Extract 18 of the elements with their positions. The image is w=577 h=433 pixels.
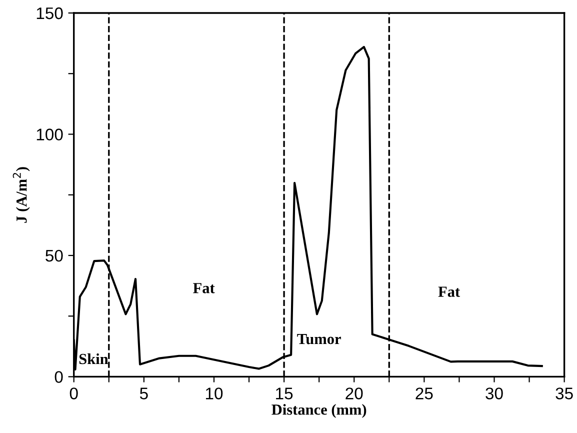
x-axis-title: Distance (mm) bbox=[272, 404, 366, 418]
x-tick-label: 25 bbox=[416, 388, 433, 400]
x-tick-label: 10 bbox=[206, 388, 223, 400]
y-tick-label: 0 bbox=[54, 371, 63, 383]
annotation: Skin bbox=[79, 353, 108, 364]
x-tick-label: 20 bbox=[346, 388, 363, 400]
x-tick-label: 5 bbox=[140, 388, 148, 400]
y-tick-label: 50 bbox=[46, 250, 63, 262]
annotation: Fat bbox=[438, 286, 460, 297]
x-tick-label: 15 bbox=[276, 388, 293, 400]
x-tick-label: 35 bbox=[556, 388, 573, 400]
annotation: Fat bbox=[193, 283, 215, 294]
x-tick-label: 30 bbox=[486, 388, 503, 400]
annotation: Tumor bbox=[297, 334, 341, 344]
x-tick-label: 0 bbox=[70, 388, 78, 400]
y-axis-title: J (A/m$^{2}$) bbox=[12, 167, 30, 223]
y-tick-label: 100 bbox=[36, 128, 63, 140]
y-tick-label: 150 bbox=[36, 7, 63, 20]
